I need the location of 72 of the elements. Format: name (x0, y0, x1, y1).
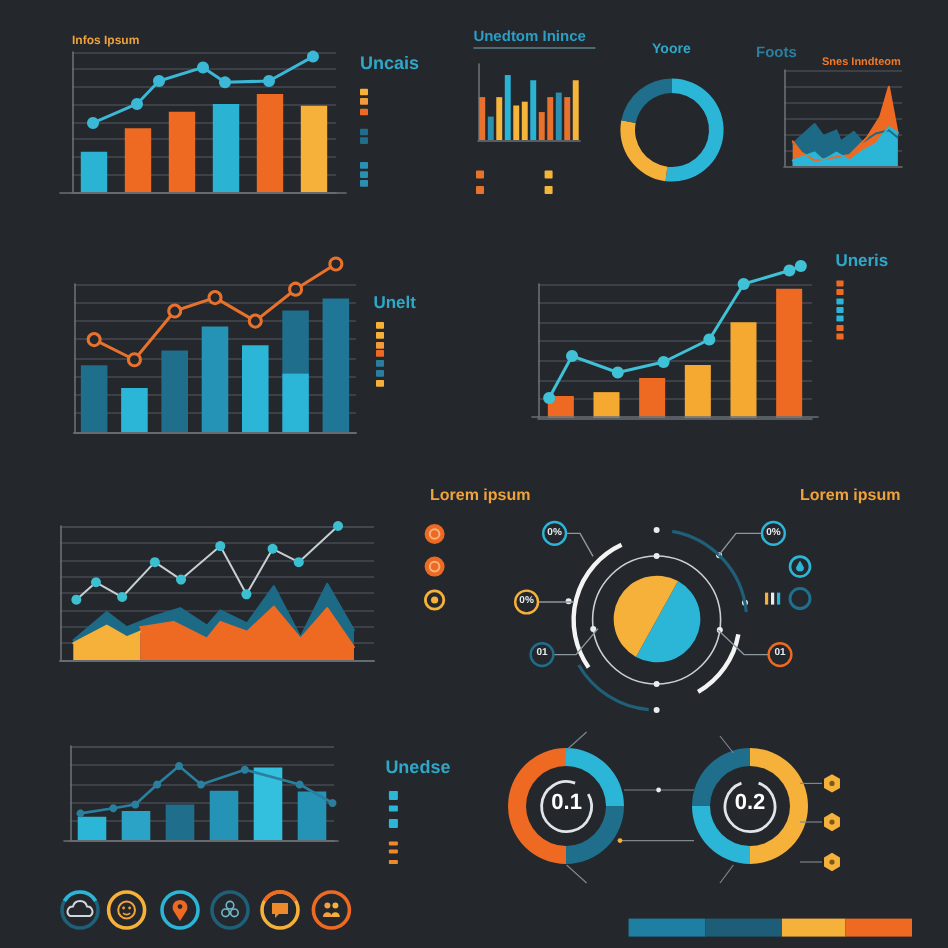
bar (775, 288, 802, 418)
bar (209, 791, 239, 841)
bar (300, 105, 327, 192)
bar (495, 96, 502, 140)
bar (638, 377, 665, 418)
point (197, 781, 206, 790)
text: 0.2 (734, 791, 766, 815)
bar (121, 811, 151, 841)
bar (546, 96, 553, 140)
text: Uncais (360, 53, 420, 73)
point (131, 801, 140, 810)
point (153, 74, 166, 87)
point (611, 367, 624, 380)
text: Lorem ipsum (800, 486, 901, 505)
bar (168, 111, 195, 192)
point (329, 799, 338, 808)
point (153, 781, 162, 790)
bar (529, 79, 536, 140)
point (131, 97, 144, 110)
point (327, 255, 343, 271)
point (782, 265, 795, 278)
bar (729, 321, 756, 418)
bar (486, 115, 493, 140)
text: Uneris (835, 249, 889, 270)
bar (77, 817, 107, 841)
point (175, 762, 184, 771)
bar (281, 372, 309, 432)
bar (592, 391, 619, 418)
bar (684, 364, 711, 418)
bar (297, 792, 327, 841)
text: Unelt (373, 290, 416, 311)
bar (571, 79, 578, 140)
point (287, 281, 303, 297)
point (197, 61, 210, 74)
bar (124, 128, 151, 192)
point (241, 766, 250, 775)
point (85, 331, 101, 347)
text: 0.1 (551, 791, 582, 815)
point (219, 76, 232, 89)
bar (80, 151, 107, 192)
bar (200, 325, 228, 432)
bar (478, 96, 485, 140)
point (77, 809, 86, 818)
point (126, 351, 142, 367)
text: Lorem ipsum (430, 486, 531, 505)
point (565, 350, 578, 363)
point (307, 50, 320, 63)
point (263, 74, 276, 87)
point (246, 313, 262, 328)
point (737, 278, 750, 291)
point (109, 804, 118, 813)
bar (563, 96, 570, 140)
point (794, 260, 807, 273)
bar (120, 387, 147, 432)
bar (241, 344, 268, 432)
point (166, 302, 182, 318)
bar (281, 309, 309, 373)
bar (165, 805, 195, 841)
bar (212, 103, 239, 192)
text: Unedse (385, 757, 451, 778)
bar (253, 768, 283, 841)
bar (503, 74, 510, 140)
bar (520, 101, 527, 140)
point (656, 356, 669, 369)
point (702, 334, 715, 347)
point (542, 392, 555, 405)
point (87, 116, 100, 129)
point (296, 781, 305, 790)
point (206, 289, 222, 305)
bar (321, 297, 349, 432)
bar (256, 94, 283, 192)
bar (554, 91, 561, 140)
